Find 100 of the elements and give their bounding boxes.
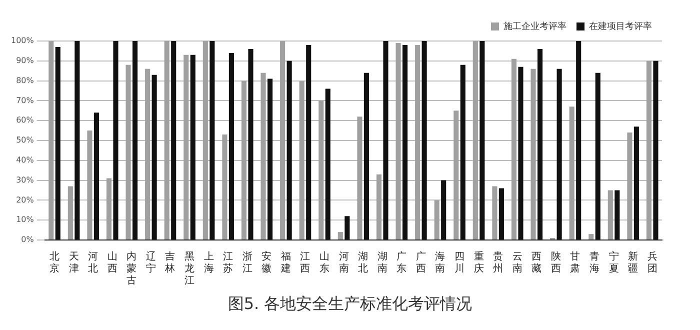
text: 图5. 各地安全生产标准化考评情况 xyxy=(226,294,474,315)
x-tick-label: 山东 xyxy=(320,250,330,275)
x-tick-label: 贵州 xyxy=(493,250,504,275)
bar xyxy=(248,48,254,240)
y-tick-label: 0% xyxy=(21,235,34,244)
bar xyxy=(415,44,420,240)
bar xyxy=(402,44,408,240)
y-tick-label: 20% xyxy=(16,195,34,204)
y-tick-label: 80% xyxy=(16,76,34,85)
x-tick-label: 甘肃 xyxy=(570,250,580,275)
bar xyxy=(614,190,620,240)
bar xyxy=(576,41,582,240)
x-tick-label: 青海 xyxy=(590,250,600,275)
x-tick-label: 山西 xyxy=(107,250,118,275)
bar xyxy=(325,88,330,240)
bar xyxy=(280,41,286,240)
x-tick-label: 福建 xyxy=(280,250,291,275)
bar xyxy=(126,64,131,240)
x-tick-label: 广东 xyxy=(396,250,407,275)
x-tick-label: 新疆 xyxy=(628,250,638,275)
y-tick-label: 70% xyxy=(16,96,34,105)
bar xyxy=(434,200,440,240)
x-tick-label: 西藏 xyxy=(532,252,542,275)
bar xyxy=(460,64,466,240)
bar xyxy=(530,68,536,240)
bar xyxy=(260,72,266,240)
x-tick-label: 安徽 xyxy=(262,250,272,275)
bar xyxy=(338,232,343,240)
bar xyxy=(48,41,54,240)
bar xyxy=(241,80,247,240)
bar xyxy=(87,130,92,240)
bar xyxy=(190,54,196,240)
bar xyxy=(202,41,208,240)
x-tick-label: 云南 xyxy=(512,252,522,275)
x-tick-label: 重庆 xyxy=(474,250,484,275)
bar xyxy=(171,41,176,240)
y-tick-label: 100% xyxy=(10,36,34,46)
bar xyxy=(74,41,80,240)
bar xyxy=(184,54,189,240)
bar xyxy=(441,180,446,240)
x-tick-label: 天津 xyxy=(68,252,79,275)
bar xyxy=(634,126,639,240)
y-tick-label: 30% xyxy=(16,175,34,184)
x-tick-label: 黑龙江 xyxy=(184,252,195,287)
x-tick-label: 兵团 xyxy=(647,250,658,275)
x-tick-label: 河北 xyxy=(88,250,98,275)
bar xyxy=(55,46,60,240)
bar xyxy=(396,42,401,240)
y-tick-label: 60% xyxy=(16,116,34,125)
x-tick-label: 辽宁 xyxy=(146,250,156,275)
bar xyxy=(106,178,112,240)
y-tick-label: 90% xyxy=(16,56,34,65)
bar xyxy=(480,41,485,240)
bar xyxy=(537,48,543,240)
legend-label: 在建项目考评率 xyxy=(589,20,652,32)
bar xyxy=(588,234,594,240)
x-tick-label: 北京 xyxy=(50,250,60,275)
bar xyxy=(286,60,292,240)
x-tick-label: 湖北 xyxy=(358,250,368,275)
bar xyxy=(498,188,504,240)
x-tick-label: 吉林 xyxy=(164,250,176,275)
x-tick-label: 广西 xyxy=(416,250,426,275)
bar xyxy=(306,44,312,240)
y-tick-label: 50% xyxy=(16,136,34,145)
x-tick-label: 内蒙古 xyxy=(126,250,137,287)
bar xyxy=(518,66,524,240)
x-tick-label: 陕西 xyxy=(550,250,561,275)
x-tick-label: 宁夏 xyxy=(608,250,619,275)
bar xyxy=(145,68,150,240)
bar xyxy=(492,186,498,240)
x-tick-label: 江西 xyxy=(300,250,310,275)
bar xyxy=(556,68,562,240)
bar xyxy=(299,80,304,240)
bar xyxy=(511,58,517,240)
bar xyxy=(454,110,459,240)
bar xyxy=(653,60,658,240)
bar xyxy=(608,190,613,240)
bar xyxy=(222,134,228,240)
bar xyxy=(383,41,388,240)
bar xyxy=(646,60,652,240)
x-tick-label: 河南 xyxy=(338,250,349,275)
bar xyxy=(344,216,350,240)
bar xyxy=(569,106,574,240)
bar xyxy=(132,41,138,240)
legend-label: 施工企业考评率 xyxy=(504,20,566,32)
bar xyxy=(422,41,427,240)
x-tick-label: 江苏 xyxy=(223,250,234,275)
x-tick-label: 浙江 xyxy=(242,250,252,275)
bar xyxy=(318,100,324,240)
bar xyxy=(113,41,118,240)
bar xyxy=(364,72,369,240)
x-tick-label: 湖南 xyxy=(377,250,388,275)
bar xyxy=(595,72,600,240)
bar xyxy=(152,74,157,240)
bar xyxy=(376,174,382,240)
bar xyxy=(472,41,478,240)
y-tick-label: 40% xyxy=(16,155,34,164)
bar xyxy=(68,186,73,240)
bar xyxy=(267,78,273,240)
bar xyxy=(228,52,234,240)
